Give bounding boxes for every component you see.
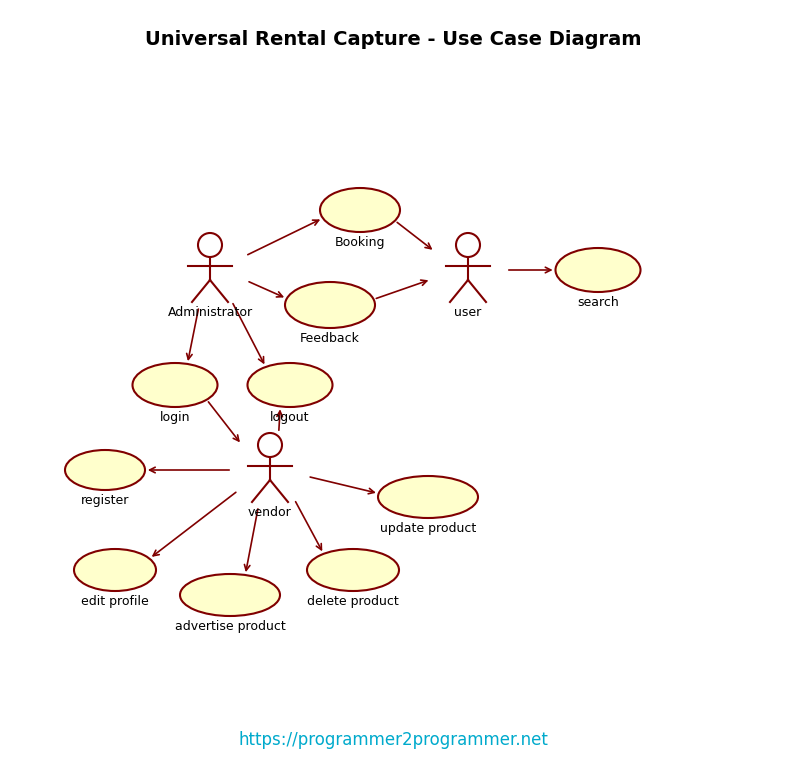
Text: advertise product: advertise product xyxy=(174,620,285,633)
Text: Feedback: Feedback xyxy=(300,332,360,345)
Text: delete product: delete product xyxy=(307,595,399,608)
Ellipse shape xyxy=(65,450,145,490)
Text: logout: logout xyxy=(270,411,310,424)
Text: Administrator: Administrator xyxy=(167,306,252,319)
Text: update product: update product xyxy=(380,522,476,535)
Ellipse shape xyxy=(320,188,400,232)
Text: search: search xyxy=(577,296,619,309)
Ellipse shape xyxy=(180,574,280,616)
Text: vendor: vendor xyxy=(248,506,292,519)
Text: Universal Rental Capture - Use Case Diagram: Universal Rental Capture - Use Case Diag… xyxy=(145,30,641,49)
Text: https://programmer2programmer.net: https://programmer2programmer.net xyxy=(238,731,548,749)
Text: login: login xyxy=(160,411,190,424)
Ellipse shape xyxy=(133,363,218,407)
Ellipse shape xyxy=(74,549,156,591)
Ellipse shape xyxy=(378,476,478,518)
Text: register: register xyxy=(81,494,129,507)
Text: Booking: Booking xyxy=(335,236,385,249)
Ellipse shape xyxy=(248,363,332,407)
Ellipse shape xyxy=(285,282,375,328)
Ellipse shape xyxy=(307,549,399,591)
Ellipse shape xyxy=(556,248,641,292)
Text: edit profile: edit profile xyxy=(81,595,149,608)
Text: user: user xyxy=(454,306,482,319)
